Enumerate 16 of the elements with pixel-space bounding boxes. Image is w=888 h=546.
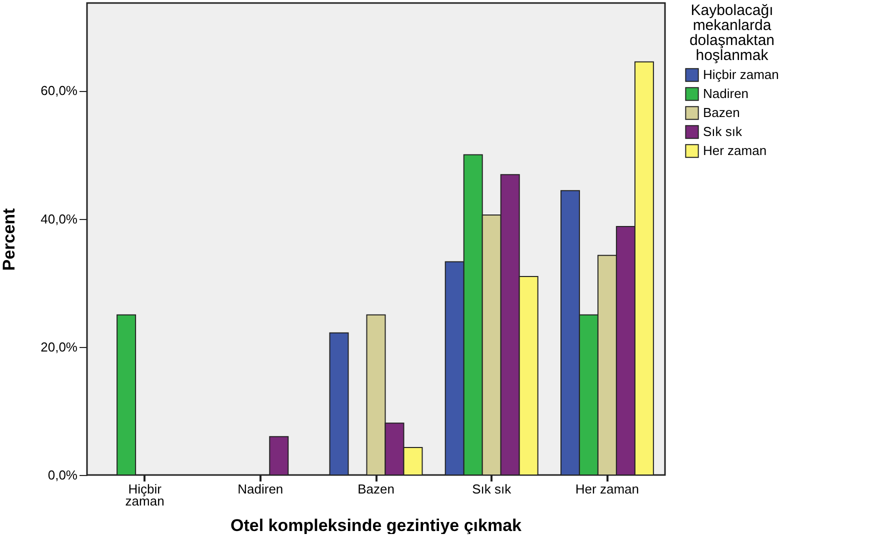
- legend-label: Her zaman: [703, 143, 767, 158]
- legend-label: Nadiren: [703, 86, 749, 101]
- legend-label: Bazen: [703, 105, 740, 120]
- x-tick-label: Bazen: [358, 482, 394, 496]
- y-axis-title: Percent: [0, 208, 19, 271]
- legend-label: Sık sık: [703, 124, 743, 139]
- legend-title: Kaybolacağı mekanlarda dolaşmaktan hoşlanmak: [689, 2, 775, 64]
- x-tick-label: Sık sık: [472, 482, 512, 496]
- y-tick-label: 0,0%: [48, 468, 78, 482]
- x-tick-label: Her zaman: [575, 482, 639, 496]
- y-tick-label: 60,0%: [40, 83, 78, 98]
- legend-label: Hiçbir zaman: [703, 67, 779, 82]
- y-tick-label: 40,0%: [40, 211, 78, 226]
- x-tick-label: Hiçbir zaman: [125, 482, 164, 508]
- x-tick-label: Nadiren: [238, 482, 284, 496]
- y-tick-label: 20,0%: [40, 339, 78, 354]
